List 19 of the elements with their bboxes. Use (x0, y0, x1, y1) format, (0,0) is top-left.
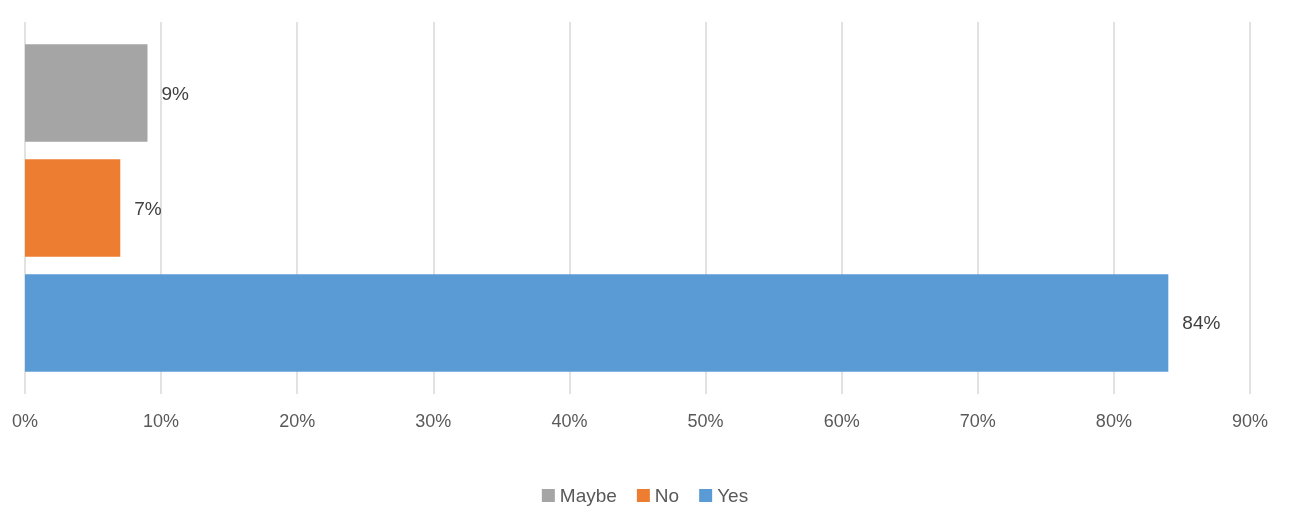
bar (25, 159, 121, 257)
x-tick-label: 0% (11, 411, 39, 431)
legend-label: Yes (717, 485, 749, 506)
x-tick-label: 20% (279, 411, 316, 431)
data-label: 84% (1182, 312, 1221, 334)
x-tick-label: 40% (551, 411, 588, 431)
x-tick-label: 70% (959, 411, 996, 431)
data-label: 9% (161, 82, 190, 104)
legend-label: No (654, 485, 680, 506)
legend-label: Maybe (559, 485, 617, 506)
bar (25, 44, 148, 142)
x-tick-label: 10% (143, 411, 180, 431)
x-tick-label: 50% (687, 411, 724, 431)
bar (25, 274, 1169, 372)
data-label: 7% (134, 197, 162, 219)
x-tick-label: 30% (415, 411, 452, 431)
x-tick-label: 90% (1231, 411, 1269, 431)
x-tick-label: 60% (823, 411, 860, 431)
x-tick-label: 80% (1095, 411, 1132, 431)
